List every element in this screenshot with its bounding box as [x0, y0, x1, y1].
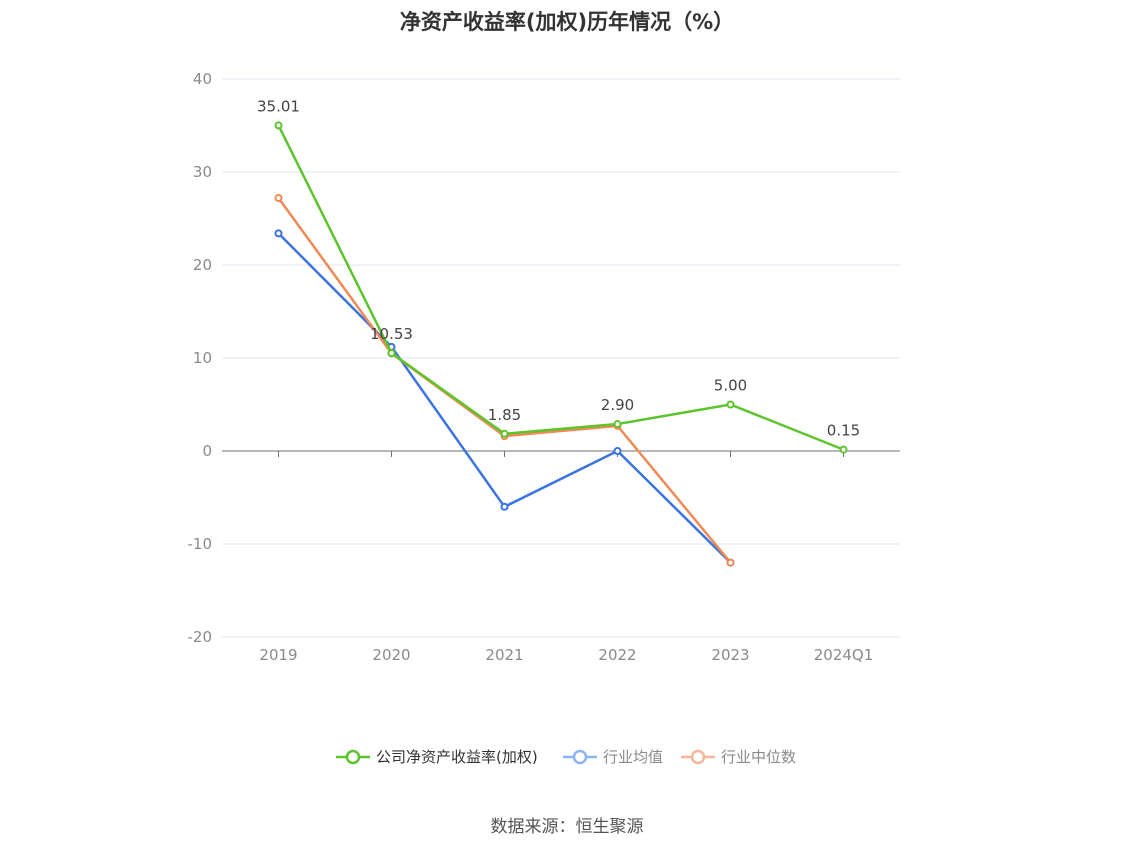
- legend-item[interactable]: 公司净资产收益率(加权): [336, 748, 538, 766]
- data-label: 1.85: [488, 406, 521, 424]
- data-point: [387, 349, 396, 358]
- x-axis: [222, 450, 900, 457]
- x-tick-label: 2022: [598, 646, 636, 664]
- series-line: [277, 232, 732, 564]
- y-tick-label: 0: [202, 442, 212, 460]
- data-label: 5.00: [714, 377, 747, 395]
- series-lines: [274, 121, 848, 567]
- chart-title: 净资产收益率(加权)历年情况（%）: [399, 10, 735, 34]
- x-tick-label: 2024Q1: [814, 646, 874, 664]
- legend-item[interactable]: 行业均值: [563, 748, 663, 766]
- data-label: 0.15: [827, 422, 860, 440]
- data-label: 35.01: [257, 97, 300, 115]
- data-label: 10.53: [370, 325, 413, 343]
- data-point: [839, 445, 848, 454]
- y-tick-label: 10: [193, 349, 212, 367]
- data-point: [274, 194, 283, 203]
- data-point: [500, 502, 509, 511]
- legend-marker: [690, 749, 706, 765]
- legend-marker: [345, 749, 361, 765]
- data-point: [500, 429, 509, 438]
- legend-item[interactable]: 行业中位数: [681, 748, 796, 766]
- legend[interactable]: 公司净资产收益率(加权) 行业均值 行业中位数: [336, 748, 796, 766]
- source-note: 数据来源：恒生聚源: [490, 817, 644, 837]
- x-tick-label: 2020: [372, 646, 410, 664]
- x-axis-ticks: 2019 2020 2021 2022 2023 2024Q1: [259, 646, 873, 664]
- y-tick-label: -20: [188, 628, 213, 646]
- legend-marker: [572, 749, 588, 765]
- y-tick-label: 40: [193, 70, 212, 88]
- y-tick-label: -10: [188, 535, 213, 553]
- legend-label: 行业均值: [603, 748, 663, 766]
- y-axis-ticks: 40 30 20 10 0 -10 -20: [188, 70, 213, 646]
- data-point: [613, 420, 622, 429]
- data-point: [274, 121, 283, 130]
- data-point: [274, 229, 283, 238]
- data-point: [613, 447, 622, 455]
- data-point: [726, 558, 735, 567]
- series-line: [277, 124, 844, 451]
- x-tick-label: 2019: [259, 646, 297, 664]
- data-point: [726, 400, 735, 409]
- y-tick-label: 30: [193, 163, 212, 181]
- x-tick-label: 2021: [485, 646, 523, 664]
- legend-label: 公司净资产收益率(加权): [376, 748, 538, 766]
- x-tick-label: 2023: [711, 646, 749, 664]
- legend-label: 行业中位数: [721, 748, 796, 766]
- data-label: 2.90: [601, 396, 634, 414]
- grid-lines: [222, 78, 900, 638]
- data-labels: 35.01 10.53 1.85 2.90 5.00 0.15: [257, 97, 860, 439]
- y-tick-label: 20: [193, 256, 212, 274]
